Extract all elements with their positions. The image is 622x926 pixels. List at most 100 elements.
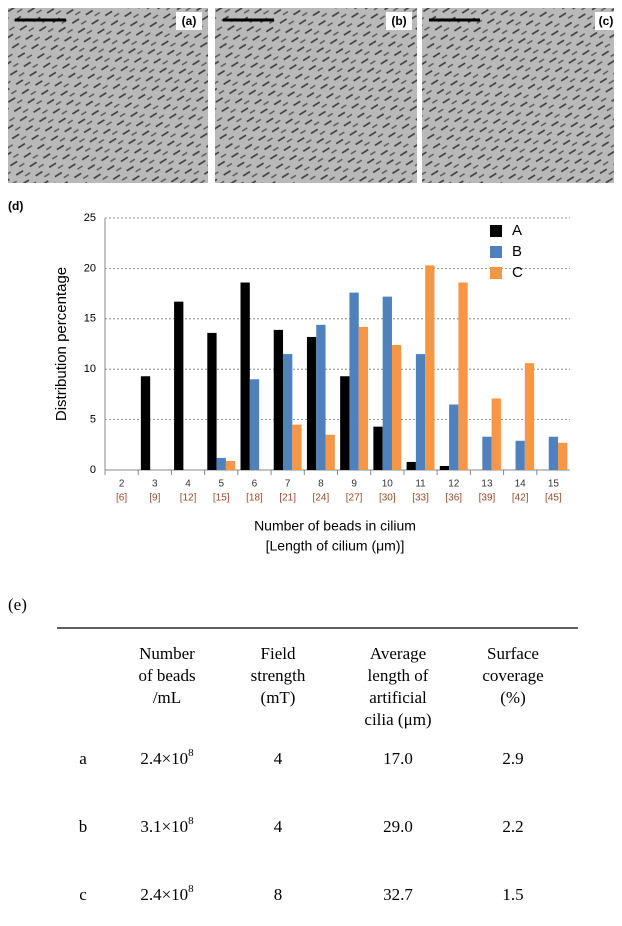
bar (524, 363, 535, 470)
table-cell: 32.7 (383, 885, 413, 904)
micrograph-a: (a) (8, 8, 208, 183)
bar (325, 434, 335, 470)
bar (207, 332, 217, 470)
x-tick-label: [36] (445, 493, 462, 504)
table-header: /mL (153, 688, 181, 707)
table-cell: 3.1×108 (140, 815, 194, 836)
x-tick-label: 7 (285, 479, 291, 490)
y-tick-label: 5 (90, 414, 96, 426)
bar (216, 457, 226, 470)
x-tick-label: 9 (351, 479, 357, 490)
bar (306, 336, 317, 470)
bar (349, 292, 359, 470)
legend-swatch (490, 246, 502, 258)
bar (391, 345, 402, 470)
bar (273, 329, 284, 470)
panel-label: (e) (8, 595, 27, 614)
x-tick-label: [6] (116, 493, 127, 504)
table-header: length of (368, 666, 429, 685)
cell-base: 2.4×10 (140, 885, 188, 904)
x-axis-label: Number of beads in cilium (254, 518, 416, 534)
bar (558, 442, 568, 470)
table-cell: c (79, 885, 87, 904)
bar (283, 354, 293, 470)
x-tick-label: [33] (412, 493, 429, 504)
bar (425, 265, 435, 470)
bar (406, 461, 416, 470)
x-tick-label: [21] (279, 493, 296, 504)
bar (340, 376, 350, 470)
x-tick-label: [18] (246, 493, 263, 504)
panel-label: (a) (182, 14, 197, 28)
x-tick-label: 10 (382, 479, 394, 490)
panel-label: (d) (8, 199, 23, 213)
x-tick-label: 14 (515, 479, 527, 490)
x-tick-label: 3 (152, 479, 158, 490)
x-tick-label: [42] (512, 493, 529, 504)
table-header: strength (251, 666, 306, 685)
cell-base: 3.1×10 (140, 817, 188, 836)
table-header: of beads (138, 666, 195, 685)
table-header: (%) (500, 688, 525, 707)
bar (240, 282, 250, 470)
bar (548, 436, 559, 470)
panel-label: (c) (599, 14, 614, 28)
x-tick-label: [24] (313, 493, 330, 504)
x-tick-label: 2 (119, 479, 125, 490)
table-cell: 29.0 (383, 817, 413, 836)
cell-exponent: 8 (188, 747, 194, 759)
bar (140, 376, 151, 470)
x-tick-label: [12] (180, 493, 197, 504)
x-tick-label: 8 (318, 479, 324, 490)
bar (292, 424, 302, 470)
legend-swatch (490, 225, 502, 237)
y-tick-label: 20 (84, 262, 96, 274)
bar (225, 460, 236, 470)
cell-base: 2.4×10 (140, 749, 188, 768)
y-tick-label: 0 (90, 464, 96, 476)
table-cell: 1.5 (502, 885, 523, 904)
bar (249, 379, 260, 470)
x-tick-label: 12 (448, 479, 460, 490)
table-cell: a (79, 749, 87, 768)
legend-swatch (490, 267, 502, 279)
panel-label: (b) (391, 14, 406, 28)
table-cell: 8 (274, 885, 283, 904)
table-cell: 2.9 (502, 749, 523, 768)
bar (316, 324, 326, 470)
x-tick-label: 5 (218, 479, 224, 490)
bar (415, 354, 426, 470)
table-cell: 4 (274, 817, 283, 836)
legend-label: B (512, 243, 522, 260)
bar (458, 282, 468, 470)
table-header: Average (370, 644, 426, 663)
bar (373, 426, 383, 470)
y-tick-label: 10 (84, 363, 96, 375)
x-tick-label: [9] (149, 493, 160, 504)
x-tick-label: [15] (213, 493, 230, 504)
y-tick-label: 25 (84, 212, 96, 224)
table-header: cilia (μm) (364, 710, 431, 729)
x-tick-label: 6 (252, 479, 258, 490)
x-tick-label: 13 (481, 479, 493, 490)
table-header: Surface (487, 644, 539, 663)
table-header: (mT) (261, 688, 296, 707)
x-tick-label: [39] (479, 493, 496, 504)
table-cell: 2.2 (502, 817, 523, 836)
table-cell: 17.0 (383, 749, 413, 768)
x-tick-label: [27] (346, 493, 363, 504)
x-tick-label: 11 (415, 479, 426, 490)
x-tick-label: [30] (379, 493, 396, 504)
micrograph-b: (b) (215, 8, 417, 183)
y-tick-label: 15 (84, 313, 96, 325)
x-tick-label: [45] (545, 493, 562, 504)
legend-label: A (512, 222, 522, 239)
table-header: coverage (482, 666, 543, 685)
cell-exponent: 8 (188, 815, 194, 827)
bar (439, 465, 450, 470)
table-cell: 2.4×108 (140, 883, 194, 904)
bar (515, 440, 525, 470)
x-tick-label: 4 (185, 479, 191, 490)
x-axis-label: [Length of cilium (μm)] (266, 538, 405, 554)
